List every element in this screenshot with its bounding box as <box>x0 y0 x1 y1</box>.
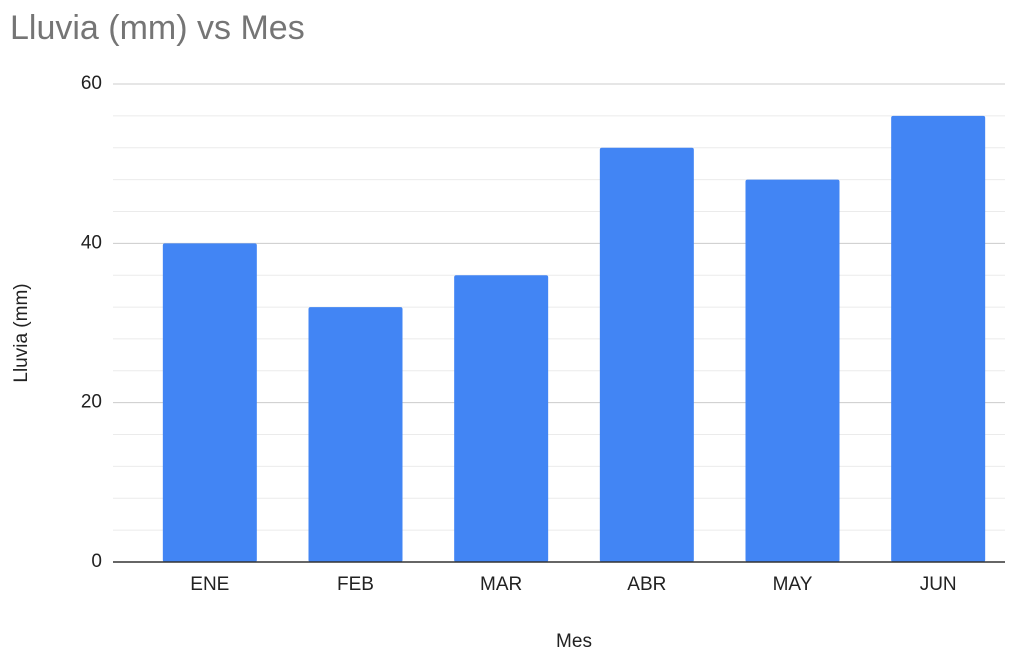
x-tick-label: MAR <box>480 574 522 595</box>
bar <box>308 307 403 562</box>
x-tick-label: FEB <box>337 574 374 595</box>
x-tick-label: JUN <box>920 574 957 595</box>
bar <box>454 275 549 562</box>
x-tick-label: ABR <box>627 574 666 595</box>
chart-title: Lluvia (mm) vs Mes <box>10 9 305 47</box>
y-axis-label: Lluvia (mm) <box>11 283 32 382</box>
bar <box>162 243 257 563</box>
y-tick-label: 40 <box>81 232 102 253</box>
y-tick-label: 60 <box>81 73 102 94</box>
x-axis-label: Mes <box>556 631 592 652</box>
x-tick-label: MAY <box>773 574 813 595</box>
x-tick-label: ENE <box>190 574 229 595</box>
bar <box>891 115 986 562</box>
bar <box>745 179 840 562</box>
y-tick-label: 20 <box>81 392 102 413</box>
bar <box>599 147 694 562</box>
y-tick-label: 0 <box>91 551 102 572</box>
